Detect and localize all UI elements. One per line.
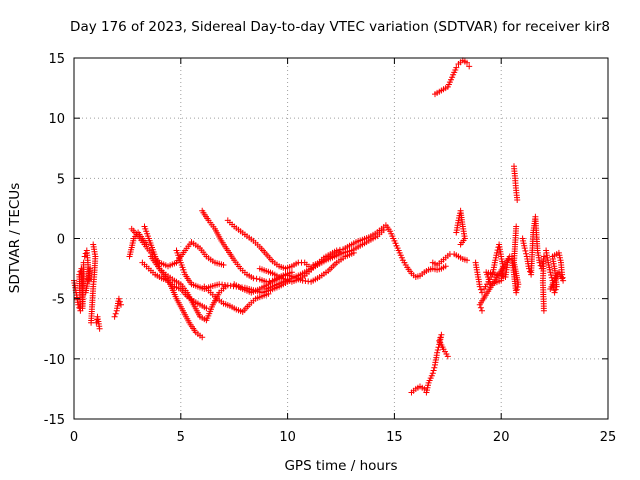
series-arc-d	[111, 295, 124, 320]
x-tick-label: 20	[493, 430, 510, 445]
series-arc-l	[224, 217, 315, 272]
data-point	[434, 347, 441, 353]
data-point	[513, 223, 520, 230]
series-arc-r	[429, 251, 470, 268]
series-arc-n	[231, 249, 357, 296]
data-point	[118, 301, 124, 308]
y-tick-label: -5	[52, 293, 65, 308]
series-arc-m	[201, 283, 272, 315]
data-point	[82, 289, 89, 296]
series-arc-a	[71, 259, 87, 314]
data-point	[464, 257, 470, 264]
x-tick-label: 10	[279, 430, 296, 445]
data-point	[521, 245, 528, 252]
data-point	[523, 250, 530, 257]
data-point	[430, 367, 437, 374]
series-arc-s	[408, 331, 451, 396]
series-arc-w	[508, 163, 522, 296]
y-axis-label: SDTVAR / TECUs	[7, 183, 23, 293]
series-arc-p	[263, 227, 387, 292]
series-arc-u	[453, 207, 468, 248]
data-point	[203, 305, 210, 312]
data-point	[421, 385, 428, 392]
x-tick-label: 5	[177, 430, 185, 445]
data-point	[253, 275, 260, 282]
data-point	[199, 334, 206, 341]
data-point	[477, 286, 484, 293]
data-point	[476, 283, 483, 290]
data-point	[90, 241, 97, 248]
data-point	[431, 364, 438, 371]
series-arc-c	[88, 241, 103, 332]
chart-title: Day 176 of 2023, Sidereal Day-to-day VTE…	[70, 19, 610, 35]
data-point	[547, 269, 554, 276]
data-point	[476, 301, 483, 308]
data-point	[220, 262, 227, 268]
data-point	[522, 247, 529, 254]
data-point	[111, 313, 118, 320]
data-point	[479, 307, 485, 314]
series-arc-i	[139, 259, 210, 312]
data-point	[536, 259, 543, 266]
ticks-layer: 0 5 10 15 20 25 -15 -10 -5 0 5 10 15	[44, 52, 617, 445]
data-point	[466, 63, 473, 70]
data-point	[96, 325, 103, 332]
data-point	[437, 334, 444, 341]
y-tick-label: 0	[57, 233, 65, 248]
series-arc-y	[543, 247, 567, 296]
data-point	[493, 249, 500, 256]
x-tick-label: 25	[600, 430, 617, 445]
data-point	[547, 286, 554, 292]
data-point	[250, 275, 257, 282]
x-axis-label: GPS time / hours	[284, 458, 397, 474]
data-point	[552, 286, 559, 293]
data-point	[442, 263, 449, 270]
marks-layer	[71, 57, 567, 396]
data-point	[551, 289, 558, 296]
series-arc-k	[199, 207, 295, 285]
data-point	[116, 298, 123, 305]
series-arc-q	[310, 248, 342, 268]
series-arc-v	[472, 241, 513, 314]
data-point	[540, 307, 547, 314]
data-point	[444, 353, 451, 360]
x-tick-label: 0	[70, 430, 78, 445]
data-point	[527, 268, 533, 275]
data-point	[438, 331, 445, 338]
series-arc-x	[519, 213, 547, 314]
data-point	[514, 197, 521, 203]
y-tick-label: -10	[44, 353, 65, 368]
data-point	[380, 227, 387, 234]
y-tick-label: 10	[48, 112, 65, 127]
data-point	[335, 248, 342, 255]
grid-layer	[74, 58, 608, 419]
data-point	[513, 289, 520, 296]
data-point	[464, 59, 470, 66]
series-arc-b	[81, 247, 93, 296]
data-point	[265, 290, 272, 297]
y-tick-label: 15	[48, 52, 65, 67]
data-point	[457, 241, 464, 248]
x-tick-label: 15	[386, 430, 403, 445]
data-point	[112, 310, 119, 317]
data-point	[477, 304, 484, 311]
data-point	[453, 64, 460, 71]
series-arc-t	[432, 57, 473, 98]
y-tick-label: -15	[44, 413, 65, 428]
data-point	[429, 370, 436, 377]
data-point	[513, 286, 520, 293]
data-point	[434, 349, 441, 356]
data-point	[115, 295, 122, 302]
y-tick-label: 5	[57, 172, 65, 187]
